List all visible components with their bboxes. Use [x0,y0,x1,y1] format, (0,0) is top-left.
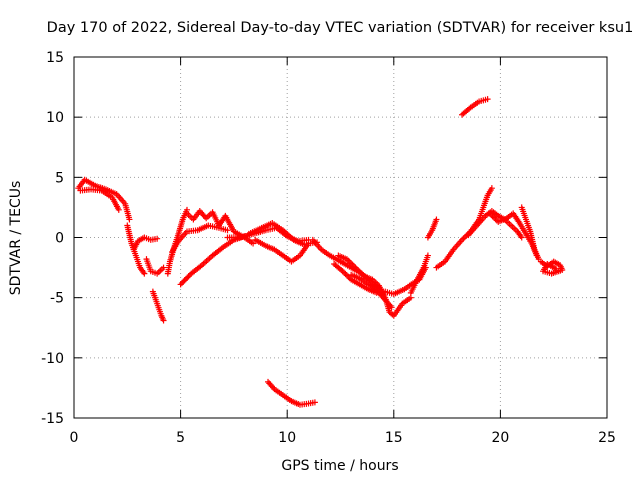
data-point [342,271,349,278]
series-arc-17 [367,282,395,311]
series-arc-24 [518,204,542,263]
data-point [141,270,148,277]
data-point [250,240,257,247]
data-point [184,274,191,281]
data-point [224,227,231,234]
series-arc-19 [407,252,431,296]
series-arc-5 [143,256,167,277]
y-tick-label: -10 [41,351,64,367]
series-arc-18 [348,271,380,290]
x-tick-labels: 0 5 10 15 20 25 [70,430,616,446]
series-arc-4 [130,234,161,253]
data-point [180,278,187,285]
x-tick-label: 20 [491,430,509,446]
data-point [160,264,167,271]
series-arc-21 [433,185,495,271]
series-arc-10 [183,208,257,247]
y-tick-label: -5 [50,291,64,307]
series-arc-9 [177,233,248,288]
data-point [185,273,192,280]
y-tick-labels: -15 -10 -5 0 5 10 15 [41,50,64,427]
series-arc-25 [537,258,566,277]
data-point [484,96,491,103]
data-point [181,277,188,284]
grid [74,57,607,418]
y-tick-label: 0 [55,231,64,247]
x-tick-label: 0 [70,430,79,446]
x-axis-title: GPS time / hours [281,458,398,474]
axis-ticks [73,56,608,419]
data-point [154,235,161,242]
x-tick-label: 25 [598,430,616,446]
series-arc-13 [252,236,321,265]
series-arc-20 [424,216,440,241]
data-point [388,304,395,311]
x-tick-label: 5 [176,430,185,446]
chart-title: Day 170 of 2022, Sidereal Day-to-day VTE… [47,20,634,36]
y-tick-label: 5 [55,170,64,186]
x-tick-label: 15 [385,430,403,446]
y-tick-label: -15 [41,411,64,427]
series-arc-2 [77,186,122,213]
data-point [424,252,431,259]
series-arc-12 [245,220,308,248]
data-point [115,206,122,213]
data-point [160,317,167,324]
x-tick-label: 10 [278,430,296,446]
data-point [460,235,467,242]
data-point [373,283,380,290]
series-arc-27 [265,378,318,408]
series-arc-26 [459,96,491,118]
data-point [343,272,350,279]
y-tick-label: 10 [46,110,64,126]
series-arc-1 [75,176,133,223]
data-point [433,216,440,223]
series-arc-16 [335,252,414,319]
data-point [552,265,559,272]
series-arc-3 [124,222,148,277]
data-point [488,185,495,192]
data-point [177,281,184,288]
data-point [182,276,189,283]
series-arc-6 [149,288,167,324]
data-point [311,399,318,406]
y-axis-title: SDTVAR / TECUs [8,181,24,296]
series-arc-8 [169,222,231,255]
data-point [126,216,133,223]
data-series [75,96,566,408]
y-tick-label: 15 [46,50,64,66]
data-point [518,234,525,241]
data-point [178,280,185,287]
